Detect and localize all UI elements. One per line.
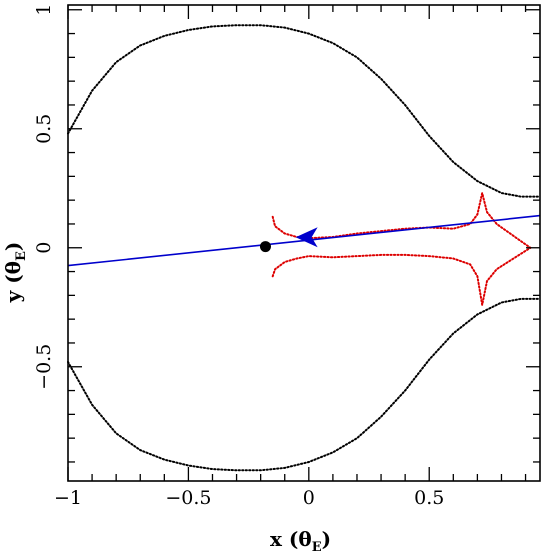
chart-markers <box>259 227 318 253</box>
chart-ticks: −1 −0.5 0 0.5 −0.5 0 0.5 1 <box>33 4 540 509</box>
chart-curves <box>67 24 541 472</box>
marker-lens-primary <box>259 241 271 253</box>
y-tick-label: −0.5 <box>33 344 55 390</box>
y-axis-label: y (θE) <box>1 242 29 304</box>
x-tick-label: −1 <box>54 487 82 509</box>
series-caustic-lower <box>271 246 532 306</box>
y-tick-label: 0.5 <box>33 114 55 144</box>
trajectory-arrow <box>295 227 318 248</box>
x-tick-label: 0 <box>303 487 315 509</box>
series-critical-curve-lower <box>67 297 541 472</box>
y-tick-label: 1 <box>33 4 55 16</box>
x-tick-label: 0.5 <box>414 487 444 509</box>
series-critical-curve-upper <box>67 24 541 198</box>
plot-frame <box>67 4 541 482</box>
x-tick-label: −0.5 <box>165 487 211 509</box>
x-axis-label: x (θE) <box>270 527 331 555</box>
y-tick-label: 0 <box>33 242 55 254</box>
